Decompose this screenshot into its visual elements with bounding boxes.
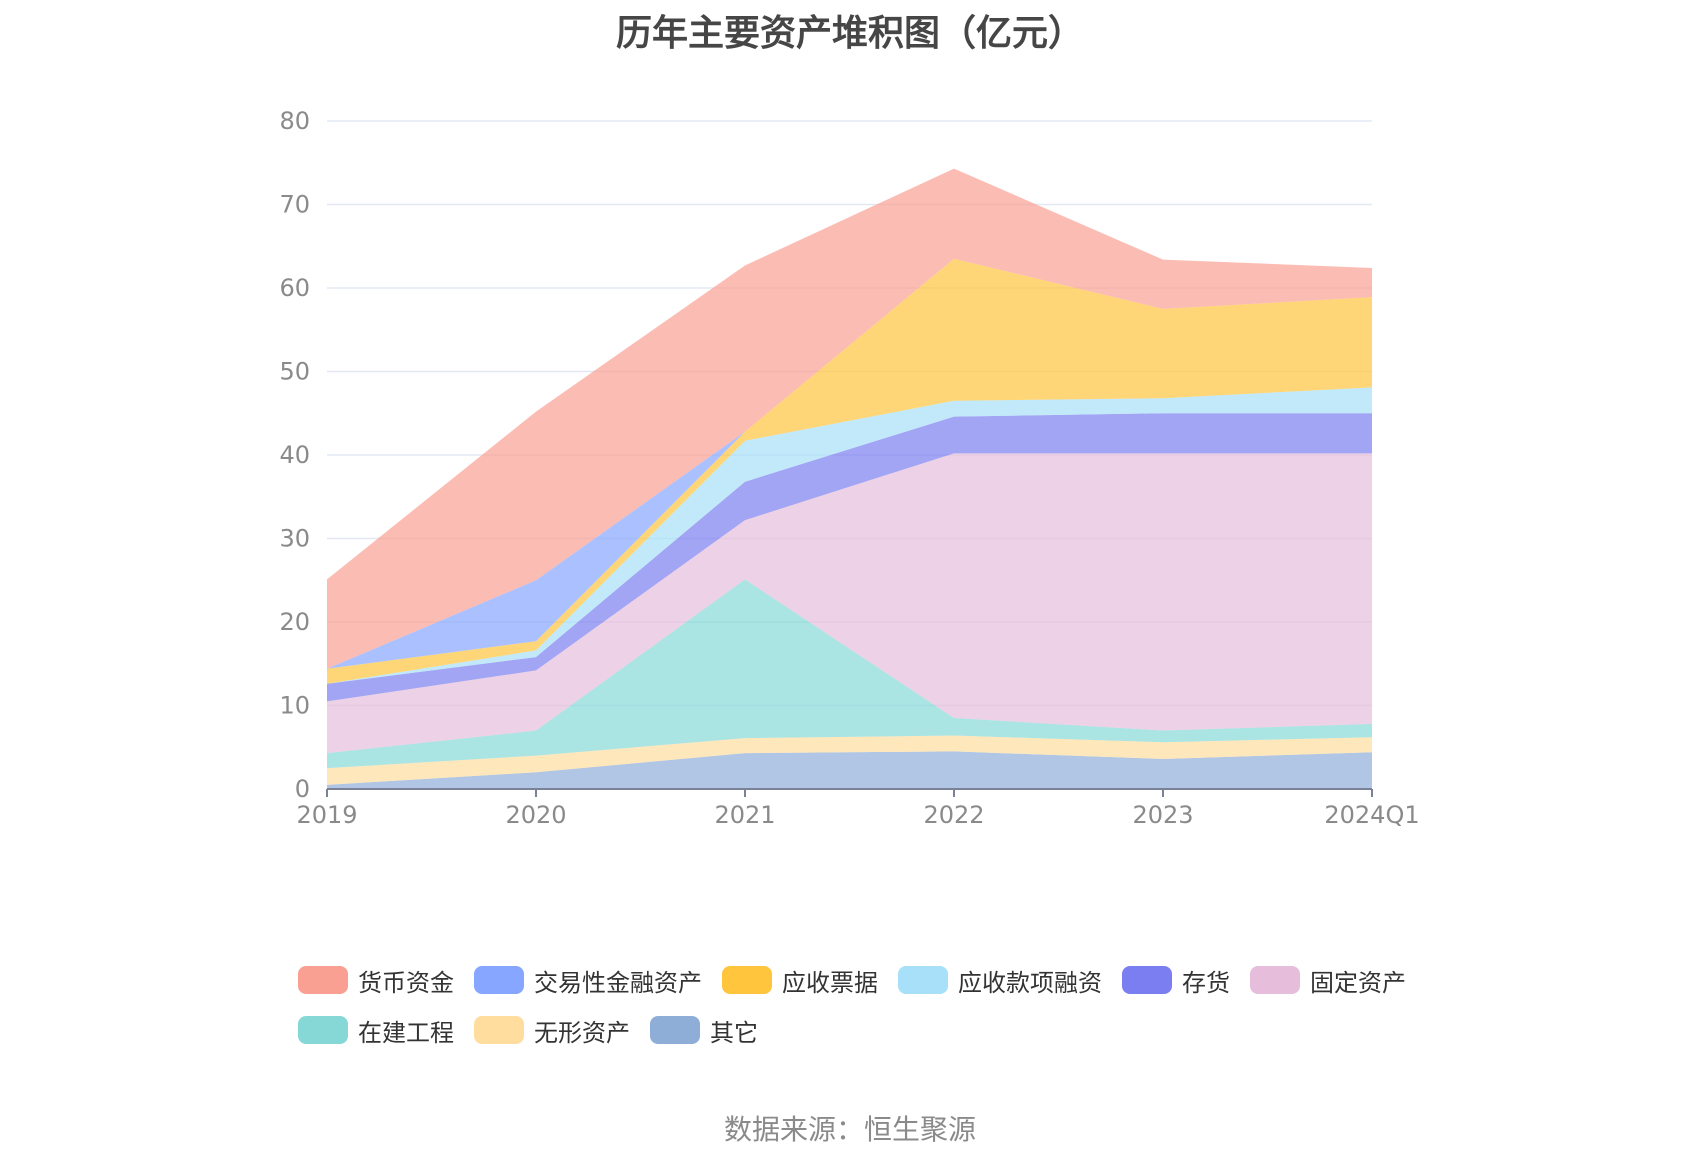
y-tick-label: 80: [279, 107, 310, 135]
legend-item[interactable]: 在建工程: [298, 1013, 454, 1048]
legend-swatch: [1250, 966, 1300, 994]
area-series-1: [327, 735, 1372, 785]
area-series-8: [327, 168, 1372, 669]
area-series-6: [327, 258, 1372, 684]
area-series-7: [327, 258, 1372, 669]
area-series-5: [327, 387, 1372, 684]
x-tick-label: 2022: [923, 801, 984, 829]
legend: 货币资金 交易性金融资产 应收票据 应收款项融资 存货 固定资产在建工程 无形资产 其它: [298, 955, 1448, 1055]
area-series: [327, 168, 1372, 789]
legend-label: 在建工程: [358, 1018, 454, 1047]
legend-swatch: [898, 966, 948, 994]
legend-label: 其它: [710, 1018, 758, 1047]
legend-label: 应收款项融资: [958, 968, 1102, 997]
y-tick-label: 0: [295, 775, 310, 803]
source-note: 数据来源：恒生聚源: [723, 1113, 976, 1146]
area-series-4: [327, 413, 1372, 702]
legend-label: 存货: [1182, 968, 1230, 997]
legend-swatch: [1122, 966, 1172, 994]
x-tick-label: 2020: [505, 801, 566, 829]
legend-label: 货币资金: [358, 968, 454, 997]
legend-label: 无形资产: [534, 1018, 630, 1047]
y-tick-label: 20: [279, 608, 310, 636]
y-tick-label: 70: [279, 191, 310, 219]
legend-swatch: [722, 966, 772, 994]
legend-item[interactable]: 固定资产: [1250, 963, 1406, 998]
legend-swatch: [650, 1016, 700, 1044]
tick-labels: 0 10 20 30 40 50 60 70 80 2019 2020 2021 2022 2023 202…: [279, 107, 1419, 829]
y-tick-label: 10: [279, 692, 310, 720]
legend-item[interactable]: 交易性金融资产: [474, 963, 702, 998]
legend-label: 应收票据: [782, 968, 878, 997]
area-series-0: [327, 751, 1372, 789]
legend-item[interactable]: 其它: [650, 1013, 758, 1048]
legend-swatch: [298, 1016, 348, 1044]
legend-item[interactable]: 应收票据: [722, 963, 878, 998]
legend-swatch: [298, 966, 348, 994]
legend-label: 固定资产: [1310, 968, 1406, 997]
x-tick-label: 2019: [296, 801, 357, 829]
legend-swatch: [474, 966, 524, 994]
chart-title: 历年主要资产堆积图（亿元）: [615, 13, 1084, 54]
legend-item[interactable]: 应收款项融资: [898, 963, 1102, 998]
x-tick-label: 2024Q1: [1324, 801, 1419, 829]
y-tick-label: 40: [279, 441, 310, 469]
y-tick-label: 50: [279, 358, 310, 386]
area-series-3: [327, 453, 1372, 754]
y-tick-label: 60: [279, 274, 310, 302]
x-tick-label: 2021: [714, 801, 775, 829]
legend-item[interactable]: 无形资产: [474, 1013, 630, 1048]
x-tick-label: 2023: [1132, 801, 1193, 829]
axes: [326, 788, 1373, 797]
y-tick-label: 30: [279, 525, 310, 553]
legend-row: 货币资金 交易性金融资产 应收票据 应收款项融资 存货 固定资产: [298, 955, 1448, 1005]
legend-item[interactable]: 存货: [1122, 963, 1230, 998]
legend-row: 在建工程 无形资产 其它: [298, 1005, 1448, 1055]
legend-swatch: [474, 1016, 524, 1044]
stacked-area-chart: 0 10 20 30 40 50 60 70 80 2019 2020 2021 2022 2023 202…: [279, 107, 1419, 829]
area-series-2: [327, 579, 1372, 769]
legend-label: 交易性金融资产: [534, 968, 702, 997]
legend-item[interactable]: 货币资金: [298, 963, 454, 998]
